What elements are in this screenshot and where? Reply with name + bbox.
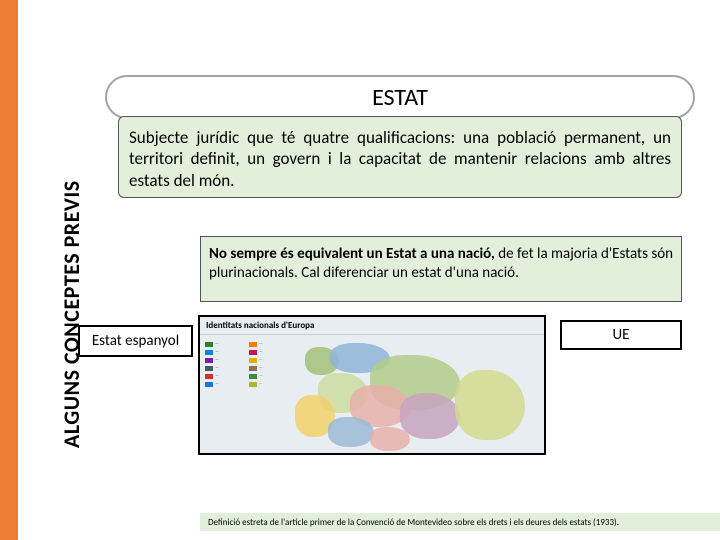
label-estat-espanyol: Estat espanyol — [78, 325, 193, 357]
legend-item: — — [205, 357, 241, 363]
legend-item: — — [205, 381, 241, 387]
note-box: No sempre és equivalent un Estat a una n… — [200, 236, 682, 302]
label-ue-text: UE — [613, 326, 630, 344]
footer-citation: Definició estreta de l'article primer de… — [200, 513, 720, 531]
note-lead: No sempre és equivalent un Estat a una n… — [209, 245, 495, 263]
map-region — [370, 427, 410, 451]
legend-item: — — [205, 341, 241, 347]
map-europe-identities: Identitats nacionals d'Europa —————— ———… — [198, 315, 546, 455]
slide: ESTAT ALGUNS CONCEPTES PREVIS Subjecte j… — [0, 0, 720, 540]
legend-item: — — [249, 357, 285, 363]
map-region — [400, 393, 460, 439]
label-estat-espanyol-text: Estat espanyol — [92, 332, 179, 350]
map-header: Identitats nacionals d'Europa — [200, 317, 544, 335]
map-legend-right: — — — — — — — [246, 339, 288, 449]
title-text: ESTAT — [372, 83, 428, 112]
map-body: — — — — — — — — — — — — — [200, 335, 544, 453]
legend-item: — — [249, 365, 285, 371]
map-region — [455, 370, 525, 440]
legend-item: — — [205, 373, 241, 379]
title-box: ESTAT — [105, 75, 695, 119]
legend-item: — — [205, 349, 241, 355]
accent-bar — [0, 0, 18, 540]
definition-box: Subjecte jurídic que té quatre qualifica… — [118, 116, 682, 198]
legend-item: — — [249, 341, 285, 347]
legend-item: — — [249, 381, 285, 387]
sidebar-label: ALGUNS CONCEPTES PREVIS — [58, 180, 85, 448]
map-legend-left: — — — — — — — [202, 339, 244, 449]
legend-item: — — [205, 365, 241, 371]
legend-item: — — [249, 373, 285, 379]
footer-text: Definició estreta de l'article primer de… — [208, 517, 619, 528]
map-region — [328, 417, 374, 447]
label-ue: UE — [560, 320, 682, 350]
legend-item: — — [249, 349, 285, 355]
